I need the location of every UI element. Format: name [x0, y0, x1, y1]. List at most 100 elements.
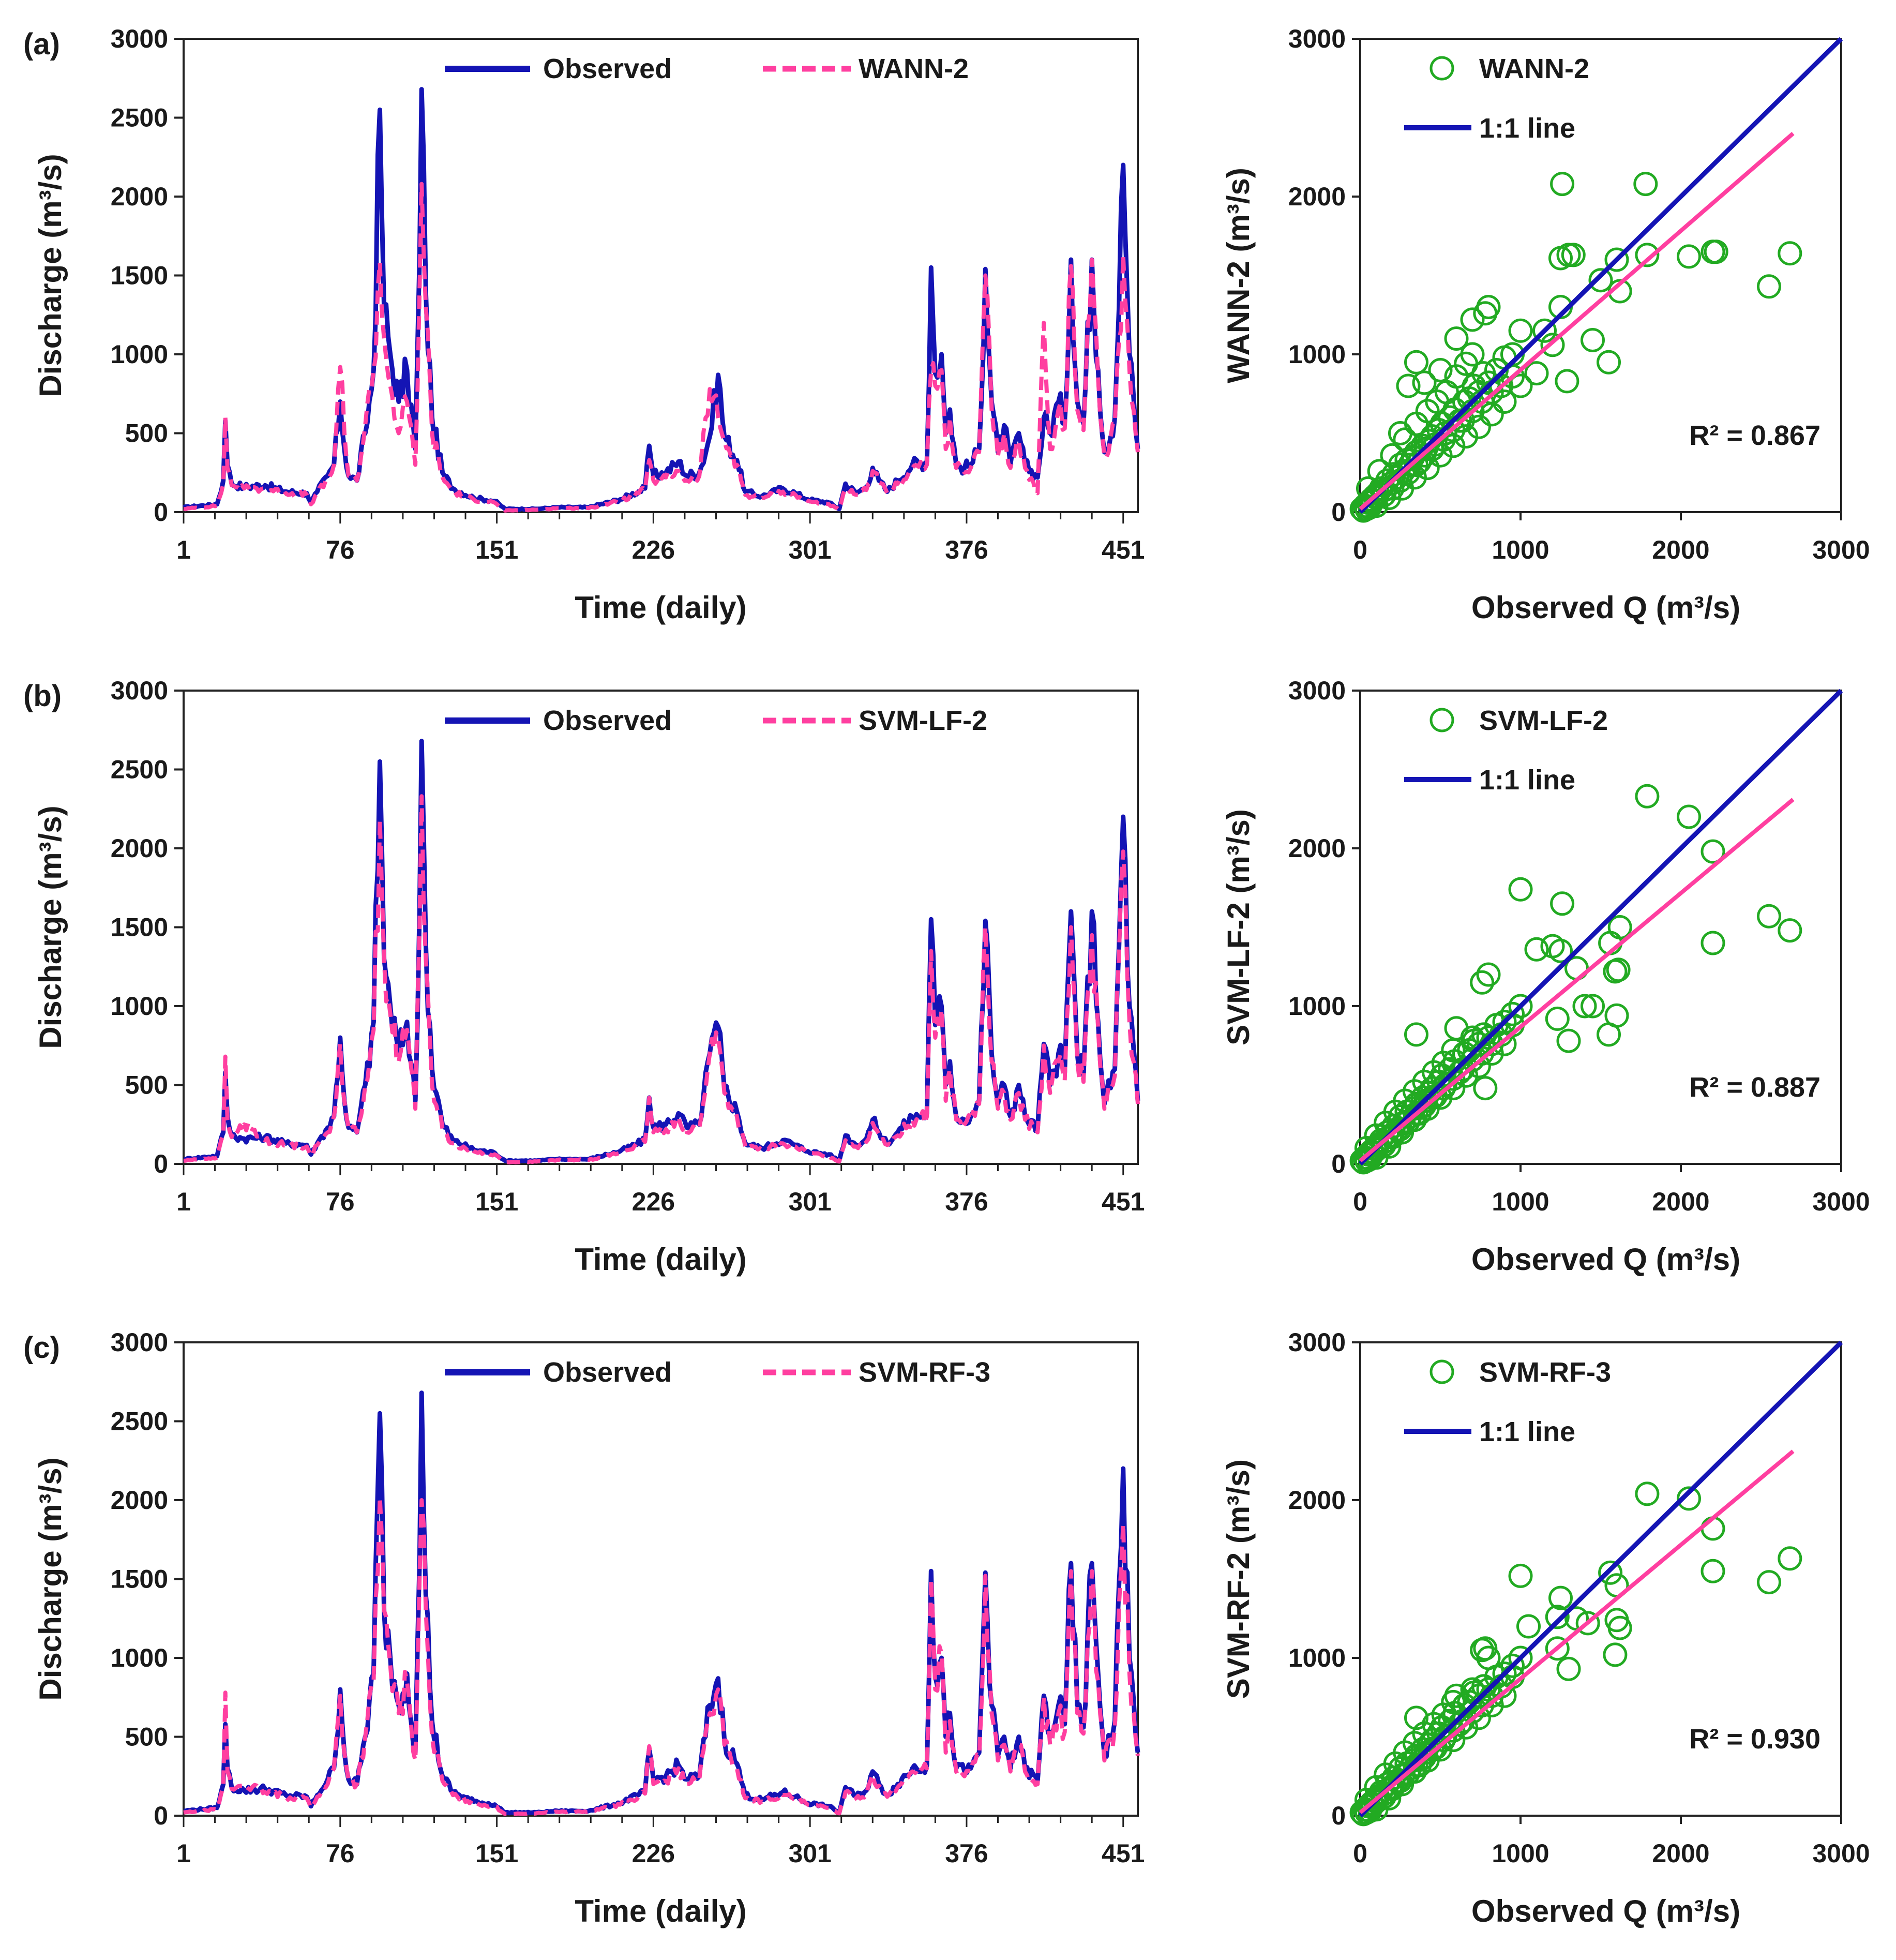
legend-one-to-one-label: 1:1 line [1479, 113, 1575, 144]
one-to-one-line [1358, 37, 1843, 514]
scatter-point [1550, 172, 1575, 197]
r-squared-label: R² = 0.867 [1689, 420, 1820, 451]
x-tick-label: 3000 [1812, 1187, 1870, 1216]
x-tick-label: 2000 [1652, 1187, 1709, 1216]
scatter-point [1500, 364, 1525, 389]
x-tick-label: 376 [945, 1839, 988, 1868]
y-axis-title: Discharge (m³/s) [33, 154, 68, 397]
legend-observed-label: Observed [543, 1357, 672, 1388]
fit-line [1359, 798, 1795, 1162]
scatter-point [1412, 443, 1437, 468]
y-tick-label: 2000 [111, 182, 168, 211]
scatter-point [1540, 934, 1565, 959]
scatter-point [1404, 1753, 1428, 1777]
y-tick-label: 1000 [111, 340, 168, 369]
r-squared-label: R² = 0.930 [1689, 1724, 1820, 1755]
scatter-point [1380, 443, 1405, 468]
scatter-point [1556, 243, 1581, 267]
y-tick-label: 3000 [111, 676, 168, 705]
legend-one-to-one-label: 1:1 line [1479, 1416, 1575, 1447]
scatter-point [1588, 268, 1613, 293]
scatter-point [1508, 318, 1533, 343]
model-series-line [183, 1494, 1140, 1817]
scatter-point [1677, 804, 1701, 829]
scatter-point [1404, 350, 1428, 375]
legend-observed-label: Observed [543, 705, 672, 736]
y-tick-label: 3000 [1288, 676, 1346, 705]
scatter-point [1466, 1705, 1491, 1730]
scatter-point [1404, 1022, 1428, 1047]
x-tick-label: 226 [632, 1187, 675, 1216]
scatter-point [1635, 784, 1660, 809]
scatter-point [1550, 891, 1575, 916]
x-tick-label: 1000 [1492, 535, 1549, 564]
scatter-point [1545, 1006, 1570, 1031]
scatter-point [1604, 247, 1629, 272]
scatter-point [1704, 240, 1728, 264]
scatter-point [1603, 1642, 1628, 1667]
one-to-one-line [1358, 1340, 1843, 1818]
scatter-point [1556, 1656, 1581, 1681]
scatter-point [1441, 1728, 1466, 1753]
scatter-point [1556, 1028, 1581, 1053]
scatter-point [1778, 918, 1802, 943]
scatter-point [1607, 915, 1632, 939]
scatter-point [1575, 1611, 1600, 1636]
x-axis-title: Observed Q (m³/s) [1471, 1242, 1740, 1277]
scatter-point [1778, 1546, 1802, 1571]
y-tick-label: 2500 [111, 755, 168, 784]
scatter-point [1701, 1516, 1725, 1541]
scatter-point [1396, 1761, 1421, 1786]
y-axis-title: Discharge (m³/s) [33, 1457, 68, 1700]
scatter-point [1633, 172, 1658, 197]
legend-model-label: SVM-RF-3 [859, 1357, 990, 1388]
scatter-point [1473, 1636, 1498, 1661]
scatter-point [1473, 1076, 1498, 1101]
scatter-point [1412, 370, 1437, 395]
x-tick-label: 2000 [1652, 1839, 1709, 1868]
x-tick-label: 151 [475, 535, 518, 564]
scatter-point [1532, 318, 1557, 343]
scatter-point [1757, 1570, 1781, 1595]
x-tick-label: 76 [326, 1187, 355, 1216]
y-tick-label: 1500 [111, 261, 168, 290]
x-tick-label: 76 [326, 1839, 355, 1868]
y-tick-label: 3000 [1288, 24, 1346, 53]
panel-label: (b) [23, 679, 62, 713]
x-axis-title: Observed Q (m³/s) [1471, 1894, 1740, 1928]
x-tick-label: 226 [632, 1839, 675, 1868]
one-to-one-line [1358, 689, 1843, 1166]
legend-model-label: WANN-2 [859, 53, 969, 84]
x-tick-label: 1000 [1492, 1187, 1549, 1216]
scatter-point [1476, 1645, 1501, 1670]
x-tick-label: 1 [176, 535, 191, 564]
y-tick-label: 1000 [1288, 992, 1346, 1021]
scatter-point [1404, 1705, 1428, 1730]
scatter-point [1444, 326, 1469, 351]
y-axis-title: WANN-2 (m³/s) [1221, 168, 1256, 383]
y-tick-label: 3000 [1288, 1328, 1346, 1357]
scatter-point [1508, 1563, 1533, 1588]
scatter-point [1404, 1101, 1428, 1126]
scatter-point [1412, 1745, 1437, 1770]
y-tick-label: 1000 [1288, 1643, 1346, 1672]
scatter-point [1476, 295, 1501, 319]
x-tick-label: 1 [176, 1839, 191, 1868]
scatter-point [1581, 994, 1605, 1019]
scatter-point [1701, 931, 1725, 955]
scatter-point [1500, 1001, 1525, 1026]
legend-scatter-label: SVM-LF-2 [1479, 705, 1608, 736]
x-tick-label: 451 [1102, 1839, 1145, 1868]
panel-label: (a) [23, 27, 60, 61]
x-axis-title: Time (daily) [575, 590, 746, 625]
x-tick-label: 301 [788, 1187, 831, 1216]
r-squared-label: R² = 0.887 [1689, 1072, 1820, 1103]
observed-series-line [183, 739, 1140, 1164]
legend-observed-label: Observed [543, 53, 672, 84]
scatter-point [1701, 1559, 1725, 1583]
scatter-point [1367, 459, 1392, 484]
scatter-point [1548, 1585, 1573, 1610]
fit-line [1359, 131, 1795, 511]
x-tick-label: 76 [326, 535, 355, 564]
